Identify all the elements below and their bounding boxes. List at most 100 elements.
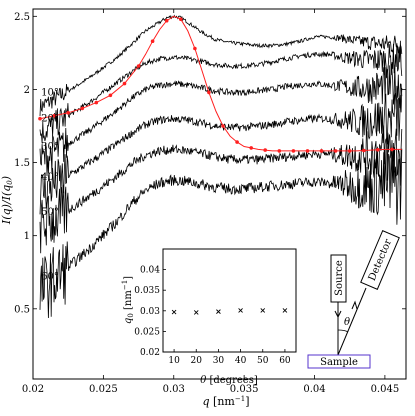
inset-x-tick-label: 40 [235,356,247,366]
x-tick-label: 0.025 [89,384,118,395]
inset-y-tick-label: 0.04 [140,266,160,276]
fit-marker [347,149,352,153]
fit-marker [193,46,197,51]
y-tick-label: 2 [24,85,30,96]
fit-marker [305,149,310,153]
sample-label: Sample [320,357,358,368]
series-label-3: 30° [41,141,59,152]
fit-marker [221,124,225,128]
series-labels: 10° 20° 30° 40° 50° 60° [41,87,59,282]
series-line-4 [39,87,403,215]
fit-marker [235,140,239,144]
fit-marker [66,111,70,115]
fit-marker [362,148,366,153]
fit-marker [80,106,85,111]
inset-x-ticks: 10 20 30 40 50 60 [168,349,291,366]
angle-arc [337,329,349,333]
detector-box [360,230,400,290]
inset-points [171,308,288,315]
fit-marker [122,81,127,86]
x-tick-label: 0.02 [22,384,44,395]
y-tick-label: 2.5 [14,12,30,23]
fit-marker [333,149,338,153]
x-tick-label: 0.04 [303,384,325,395]
series-line-1 [39,14,403,117]
inset-x-tick-label: 20 [191,356,203,366]
main-plot-frame [32,8,407,380]
fit-marker [164,18,169,23]
inset-point [260,308,266,313]
series-label-6: 60° [41,272,59,283]
series-line-6 [39,147,403,319]
fit-marker [52,114,56,118]
scattered-beam [337,287,367,356]
x-axis-label: q [nm−1] [203,395,250,408]
series-label-1: 10° [41,87,59,98]
sample-box [307,354,371,369]
fit-marker [319,149,324,153]
series-line-5 [39,125,403,254]
series-line-3 [39,63,403,177]
fit-marker [179,17,183,22]
inset-x-tick-label: 30 [213,356,225,366]
fit-marker [376,148,380,152]
x-axis-exponent: −1 [235,395,245,403]
main-plot-data [39,14,403,319]
inset-x-tick-label: 50 [257,356,269,366]
inset-x-tick-label: 60 [279,356,291,366]
y-tick-label: 1.5 [14,158,30,169]
fit-curve-layer [38,15,402,153]
fit-marker [249,146,253,150]
inset-x-axis-label: θ [degrees] [200,375,258,386]
inset-y-tick-label: 0.03 [140,307,160,317]
fit-marker [38,116,42,121]
inset-y-tick-label: 0.035 [134,286,160,296]
series-label-2: 20° [41,114,59,125]
inset-point [282,308,288,313]
scattering-diagram: Source Detector θ Sample [307,230,400,369]
x-axis-symbol: q [203,395,210,408]
y-axis-close: ) [0,176,13,181]
x-axis-unit: [nm [213,395,235,408]
y-axis-subscript: 0 [6,180,14,185]
inset-x-tick-label: 10 [168,356,180,366]
fit-marker [390,147,394,152]
y-tick-label: 0.5 [14,304,30,315]
fit-marker [108,93,113,98]
series-line-2 [39,40,403,144]
incident-beam-arrow [334,310,342,319]
fit-curve [39,15,402,152]
detector-group: Detector [360,230,400,290]
inset-background [163,249,296,352]
fit-marker [94,100,99,105]
fit-marker [150,39,155,43]
series-label-4: 40° [41,172,59,183]
inset-point [238,308,243,313]
x-tick-label: 0.045 [371,384,400,395]
inset-y-axis-label: q0 [nm−1] [121,276,135,324]
angle-label: θ [344,317,350,328]
fit-marker [291,149,296,153]
y-tick-label: 1 [24,231,30,242]
inset-frame [162,248,297,353]
inset-point [193,310,199,315]
inset-y-ticks: 0.02 0.025 0.03 0.035 0.04 [134,266,166,358]
source-label: Source [334,260,345,296]
inset-y-tick-label: 0.02 [140,348,160,358]
scattered-beam-arrow [351,300,358,310]
inset-y-tick-label: 0.025 [134,327,160,337]
y-axis-label: I(q)/I(q0) [0,176,14,225]
inset-point [216,309,221,314]
series-label-5: 50° [41,207,59,218]
fit-marker [263,148,268,152]
inset-point [171,309,177,315]
main-y-ticks: 0.5 1 1.5 2 2.5 [14,12,406,315]
fit-marker [207,90,211,95]
x-tick-label: 0.03 [163,384,185,395]
x-axis-bracket: ] [245,395,249,408]
main-x-ticks: 0.02 0.025 0.03 0.035 0.04 0.045 [22,9,399,395]
x-tick-label: 0.035 [230,384,259,395]
fit-marker [277,149,282,153]
